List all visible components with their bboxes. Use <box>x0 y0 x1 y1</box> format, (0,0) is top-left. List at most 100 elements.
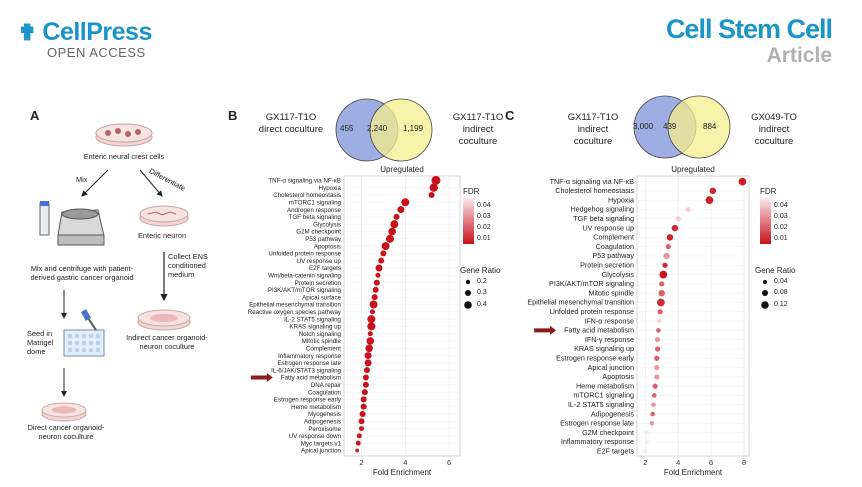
data-point <box>738 177 747 186</box>
data-point <box>366 337 375 345</box>
category-label: Notch signaling <box>299 331 342 338</box>
data-point <box>362 374 369 381</box>
legend-c-gr-title: Gene Ratio <box>755 266 796 275</box>
indirect-coculture-text: Indirect cancer organoid-neuron cocultur… <box>126 333 208 351</box>
category-label: Unfolded protein response <box>550 307 634 316</box>
x-tick-label: 2 <box>359 458 363 467</box>
data-point <box>371 294 378 301</box>
journal-name: Cell Stem Cell <box>665 14 833 44</box>
enteric-cells-text: Enteric neural crest cells <box>83 152 165 161</box>
category-label: TGF beta signaling <box>573 214 634 223</box>
data-point <box>657 319 662 324</box>
legend-c-fdr-tick-4: 0.01 <box>774 235 788 242</box>
data-point <box>373 279 380 286</box>
category-label: Reactive oxygen species pathway <box>248 309 342 316</box>
data-point <box>393 213 400 220</box>
category-label: Protein secretion <box>580 260 634 269</box>
category-label: P53 pathway <box>305 236 342 243</box>
enteric-neuron-text: Enteric neuron <box>138 231 187 240</box>
data-point <box>365 344 373 353</box>
data-point <box>675 216 681 222</box>
venn-c <box>633 95 731 159</box>
category-label: Heme metabolism <box>576 381 634 390</box>
category-label: Peroxisome <box>308 426 341 433</box>
data-point <box>355 440 361 446</box>
data-point <box>390 220 399 229</box>
category-label: Adipogenesis <box>591 409 635 418</box>
category-label: E2F targets <box>597 446 635 455</box>
category-label: TNF-α signaling via NF-κB <box>268 178 341 185</box>
category-label: IL-2 STAT5 signaling <box>284 316 341 323</box>
category-label: Inflammatory response <box>278 353 341 360</box>
legend-b-fdr-tick-3: 0.02 <box>477 224 491 231</box>
article-type: Article <box>766 44 832 67</box>
data-point <box>361 389 368 396</box>
venn-c-right-circle <box>667 95 731 159</box>
x-tick-label: 4 <box>676 458 680 467</box>
venn-b-right-count: 1,199 <box>403 124 424 133</box>
venn-b-right-circle <box>369 98 433 162</box>
category-label: PI3K/AKT/mTOR signaling <box>268 287 342 294</box>
category-label: Mitotic spindle <box>588 288 634 297</box>
legend-c-fdr-tick-2: 0.03 <box>774 213 788 220</box>
data-point <box>378 257 385 264</box>
mix-label: Mix <box>76 175 88 184</box>
plot-frame <box>636 175 750 457</box>
category-label: KRAS signaling up <box>289 324 341 331</box>
highlight-arrow <box>534 325 557 335</box>
venn-c-overlap-count: 439 <box>663 122 677 131</box>
data-point <box>685 207 691 212</box>
category-label: Estrogen response late <box>560 419 634 428</box>
x-tick-label: 8 <box>742 458 746 467</box>
category-label: Apical junction <box>588 363 634 372</box>
category-label: G2M checkpoint <box>582 428 634 437</box>
legend-b-gr-dot-medium <box>465 290 471 296</box>
legend-c-fdr-gradient <box>760 198 771 244</box>
data-point <box>431 175 441 185</box>
legend-c-fdr-tick-3: 0.02 <box>774 224 788 231</box>
data-point <box>654 355 660 361</box>
category-label: TNF-α signaling via NF-κB <box>550 177 635 186</box>
venn-b-left-count: 455 <box>340 124 354 133</box>
open-access-label: OPEN ACCESS <box>47 45 146 60</box>
data-point <box>643 449 648 454</box>
legend-b-fdr-gradient <box>463 198 474 244</box>
data-point <box>649 421 655 426</box>
data-point <box>369 300 378 309</box>
category-label: Hypoxia <box>608 195 634 204</box>
data-point <box>658 289 665 297</box>
data-point <box>380 250 387 257</box>
category-label: Inflammatory response <box>561 437 634 446</box>
data-point <box>397 206 405 214</box>
data-point <box>429 183 438 192</box>
data-point <box>657 298 665 307</box>
centrifuge-icon <box>39 201 105 246</box>
legend-c-fdr-tick-1: 0.04 <box>774 202 788 209</box>
category-label: Complement <box>306 345 341 352</box>
category-label: Mitotic spindle <box>302 338 342 345</box>
category-label: Apical surface <box>302 294 341 301</box>
x-tick-label: 2 <box>643 458 647 467</box>
panel-a-schematic <box>39 123 191 422</box>
legend-b-gr-tick-3: 0.4 <box>477 301 487 308</box>
category-label: PI3K/AKT/mTOR signaling <box>549 279 634 288</box>
legend-c-gr-dot-large <box>761 301 769 309</box>
data-point <box>651 402 656 408</box>
venn-b <box>335 98 433 162</box>
category-label: IFN-α response <box>584 316 634 325</box>
dotplot-b: 2 4 6 Upregulated Fold Enrichment TNF-α signa… <box>248 166 461 477</box>
legend-b-fdr-tick-1: 0.04 <box>477 202 491 209</box>
legend-c-gr-dot-medium <box>762 290 768 296</box>
data-point <box>367 322 376 331</box>
category-label: UV response up <box>582 223 634 232</box>
legend-c-gr-dots <box>761 280 769 309</box>
panel-c-label: C <box>505 108 515 123</box>
legend-b-fdr-tick-2: 0.03 <box>477 213 491 220</box>
data-point <box>360 396 367 403</box>
dish-enteric-cells <box>95 123 153 147</box>
data-point <box>388 227 396 236</box>
data-point <box>671 224 679 232</box>
data-point <box>362 381 369 388</box>
category-label: Epithelial mesenchymal transition <box>249 302 341 309</box>
category-label: KRAS signaling up <box>574 344 634 353</box>
